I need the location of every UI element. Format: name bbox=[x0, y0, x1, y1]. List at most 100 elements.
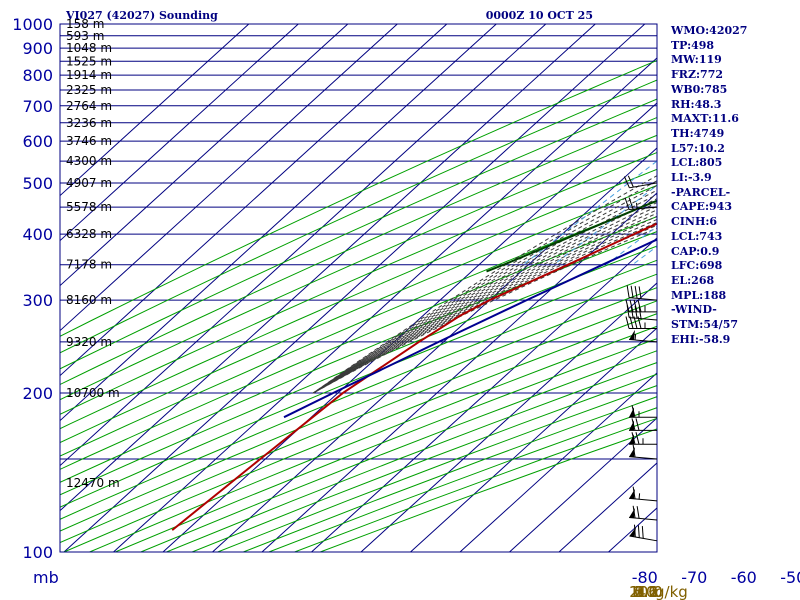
height-label: 7178 m bbox=[66, 258, 112, 272]
isotherm-line bbox=[63, 24, 646, 552]
sounding-index: LCL:805 bbox=[671, 156, 723, 170]
moist-adiabat-line bbox=[312, 205, 657, 394]
moist-adiabat-line bbox=[312, 221, 657, 394]
height-label: 4300 m bbox=[66, 154, 112, 168]
moist-adiabat-line bbox=[312, 180, 657, 394]
wind-barbs bbox=[623, 175, 658, 542]
pressure-tick-label: 1000 bbox=[12, 15, 53, 34]
pressure-tick-label: 700 bbox=[22, 97, 53, 116]
height-label: 1914 m bbox=[66, 68, 112, 82]
mixing-ratio-label: 10.0 bbox=[629, 583, 662, 600]
sounding-index: LI:-3.9 bbox=[671, 171, 712, 185]
height-label: 1048 m bbox=[66, 41, 112, 55]
dry-adiabat-line bbox=[60, 200, 657, 457]
wind-barb bbox=[629, 505, 658, 521]
mixing-ratio-label: 20.0 bbox=[629, 583, 662, 600]
isotherm-line bbox=[459, 372, 657, 552]
sounding-index: RH:48.3 bbox=[671, 97, 722, 111]
mixing-ratio-label: 0.1 bbox=[634, 583, 658, 600]
sounding-index: WB0:785 bbox=[671, 82, 728, 96]
moist-adiabat-line bbox=[312, 175, 657, 394]
mixing-ratio-label: 1.0 bbox=[634, 583, 658, 600]
isotherm-line bbox=[360, 282, 657, 552]
mixing-ratio-label: 2.0 bbox=[634, 583, 658, 600]
wind-barb bbox=[623, 175, 658, 189]
chart-title: VI027 (42027) Sounding bbox=[66, 9, 218, 22]
dry-adiabat-line bbox=[60, 134, 657, 401]
dry-adiabat-line bbox=[60, 116, 657, 386]
height-label: 593 m bbox=[66, 29, 104, 43]
chart-valid-time: 0000Z 10 OCT 25 bbox=[485, 9, 593, 22]
wind-barb bbox=[629, 444, 658, 460]
dry-adiabat-line bbox=[60, 216, 657, 470]
temperature-tick-label: -50 bbox=[780, 568, 800, 587]
isotherm-line bbox=[60, 24, 299, 242]
sounding-index: LFC:698 bbox=[671, 259, 723, 273]
dry-adiabat-line bbox=[60, 230, 657, 483]
temperature-tick-label: -70 bbox=[681, 568, 707, 587]
moist-adiabat-line bbox=[312, 209, 657, 394]
sounding-index: -PARCEL- bbox=[671, 185, 731, 199]
height-label: 10700 m bbox=[66, 386, 120, 400]
moist-adiabat-line bbox=[312, 189, 657, 394]
pressure-tick-label: 300 bbox=[22, 291, 53, 310]
height-label: 5578 m bbox=[66, 200, 112, 214]
height-label: 9320 m bbox=[66, 335, 112, 349]
sounding-index: TH:4749 bbox=[671, 126, 725, 140]
plot-frame bbox=[59, 23, 658, 553]
height-label: 1525 m bbox=[66, 54, 112, 68]
height-label: 4907 m bbox=[66, 176, 112, 190]
sounding-index: STM:54/57 bbox=[671, 318, 738, 332]
height-label: 12470 m bbox=[66, 476, 120, 490]
moist-adiabat-line bbox=[312, 198, 657, 394]
sounding-indices-panel: WMO:42027 TP:498 MW:119 FRZ:772 WB0:785 RH:48… bbox=[671, 24, 747, 347]
dry-adiabat-line bbox=[60, 245, 657, 496]
dry-adiabat-line bbox=[89, 325, 657, 552]
height-label: 158 m bbox=[66, 17, 104, 31]
pressure-unit-label: mb bbox=[33, 568, 59, 587]
wind-barb bbox=[625, 299, 657, 313]
sounding-index: EL:268 bbox=[671, 273, 715, 287]
moist-adiabat-line bbox=[312, 185, 657, 394]
isotherm-line bbox=[509, 417, 657, 552]
height-label: 2325 m bbox=[66, 83, 112, 97]
isotherm-line bbox=[60, 24, 349, 287]
temperature-tick-label: -60 bbox=[731, 568, 757, 587]
sounding-index: MW:119 bbox=[671, 53, 722, 67]
dry-adiabat-line bbox=[115, 338, 657, 552]
height-label: 2764 m bbox=[66, 99, 112, 113]
height-label: 3236 m bbox=[66, 116, 112, 130]
moist-adiabat-line bbox=[312, 201, 657, 394]
mixing-ratio-line bbox=[769, 24, 800, 265]
wind-barb bbox=[629, 432, 657, 445]
wind-barb bbox=[629, 329, 658, 343]
parcel-profile bbox=[283, 238, 657, 419]
wind-barb bbox=[624, 197, 658, 211]
sounding-index: LCL:743 bbox=[671, 229, 723, 243]
sounding-index: -WIND- bbox=[671, 303, 717, 317]
sounding-index: MAXT:11.6 bbox=[671, 112, 739, 126]
sounding-profiles bbox=[171, 199, 657, 531]
dry-adiabat-line bbox=[60, 287, 657, 532]
dry-adiabat-line bbox=[60, 259, 657, 508]
sounding-index: EHI:-58.9 bbox=[671, 332, 731, 346]
mixing-ratio-label: 0.2 bbox=[634, 583, 658, 600]
isotherm-line bbox=[60, 24, 250, 197]
dry-adiabat-line bbox=[60, 151, 657, 415]
temperature-tick-label: -80 bbox=[632, 568, 658, 587]
isotherm-line bbox=[162, 102, 657, 552]
isotherm-line bbox=[558, 462, 657, 552]
moist-adiabat-line bbox=[312, 193, 657, 394]
wind-barb bbox=[629, 405, 657, 418]
isotherm-line bbox=[311, 237, 657, 552]
pressure-tick-label: 900 bbox=[22, 39, 53, 58]
isotherm-line bbox=[410, 327, 657, 552]
axes: 100 200 300 400 500 600 700 800 900 1000 mb -80 -70 -… bbox=[12, 15, 800, 600]
sounding-index: L57:10.2 bbox=[671, 141, 725, 155]
isotherm-line bbox=[113, 57, 657, 552]
mixing-ratio-unit: g/kg bbox=[655, 583, 688, 600]
isotherm-line bbox=[60, 24, 547, 467]
wind-barb bbox=[629, 524, 658, 542]
sounding-index: FRZ:772 bbox=[671, 68, 724, 82]
height-label: 3746 m bbox=[66, 134, 112, 148]
